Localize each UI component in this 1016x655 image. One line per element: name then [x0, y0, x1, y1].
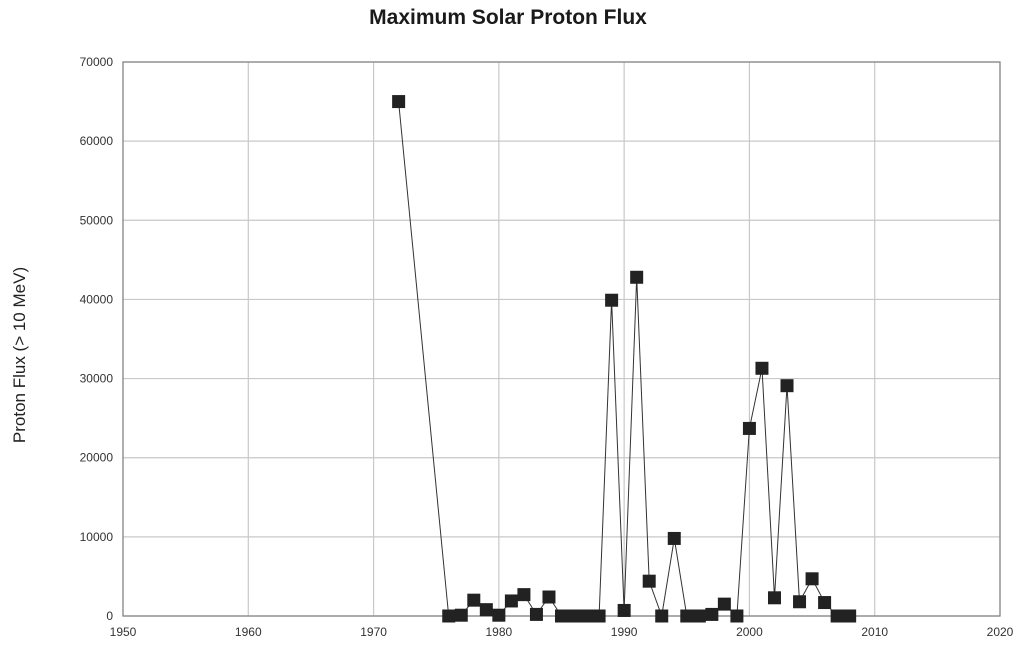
- x-tick-label: 1960: [235, 625, 262, 639]
- data-series: [392, 95, 857, 623]
- data-point-marker: [680, 609, 694, 623]
- y-tick-label: 70000: [80, 55, 114, 69]
- x-tick-label: 1970: [360, 625, 387, 639]
- data-point-marker: [767, 591, 781, 605]
- data-point-marker: [843, 609, 857, 623]
- data-point-marker: [742, 421, 756, 435]
- y-tick-label: 30000: [80, 372, 114, 386]
- data-point-marker: [655, 609, 669, 623]
- data-point-marker: [504, 594, 518, 608]
- y-tick-label: 0: [106, 609, 113, 623]
- x-tick-label: 1990: [611, 625, 638, 639]
- x-tick-label: 1980: [486, 625, 513, 639]
- plot-border: [122, 61, 1001, 617]
- y-tick-label: 60000: [80, 134, 114, 148]
- y-tick-labels: 0 10000 20000 30000 40000 50000 60000 70000: [80, 55, 114, 623]
- data-point-marker: [805, 572, 819, 586]
- data-point-marker: [780, 379, 794, 393]
- chart-title: Maximum Solar Proton Flux: [369, 6, 647, 29]
- data-point-marker: [392, 95, 406, 109]
- data-point-marker: [454, 608, 468, 622]
- grid-lines: [122, 61, 1001, 617]
- data-point-marker: [442, 609, 456, 623]
- data-point-marker: [755, 361, 769, 375]
- data-point-marker: [529, 607, 543, 621]
- data-point-marker: [492, 608, 506, 622]
- data-point-marker: [555, 609, 568, 623]
- data-point-marker: [717, 597, 731, 611]
- data-point-marker: [479, 603, 493, 617]
- y-tick-label: 10000: [80, 530, 114, 544]
- data-point-marker: [467, 593, 481, 607]
- series-line: [398, 101, 850, 618]
- data-point-marker: [705, 607, 719, 621]
- data-point-marker: [793, 595, 807, 609]
- data-point-marker: [667, 531, 681, 545]
- x-tick-label: 2010: [861, 625, 888, 639]
- data-point-marker: [692, 609, 706, 623]
- data-point-marker: [542, 590, 556, 604]
- x-tick-label: 2000: [736, 625, 763, 639]
- x-tick-labels: 1950 1960 1970 1980 1990 2000 2010 2020: [110, 625, 1014, 639]
- x-tick-label: 1950: [110, 625, 137, 639]
- data-point-marker: [517, 588, 531, 602]
- data-point-marker: [605, 293, 619, 307]
- data-point-marker: [730, 609, 744, 623]
- data-point-marker: [567, 609, 581, 623]
- x-tick-label: 2020: [987, 625, 1014, 639]
- data-point-marker: [630, 270, 644, 284]
- data-point-marker: [580, 609, 594, 623]
- data-point-marker: [830, 609, 844, 623]
- data-point-marker: [592, 609, 606, 623]
- y-tick-label: 40000: [80, 292, 114, 306]
- y-tick-label: 50000: [80, 213, 114, 227]
- y-tick-label: 20000: [80, 451, 114, 465]
- data-point-marker: [617, 603, 631, 617]
- plot-frame: [122, 61, 1001, 617]
- data-point-marker: [642, 574, 656, 588]
- data-point-marker: [818, 596, 832, 610]
